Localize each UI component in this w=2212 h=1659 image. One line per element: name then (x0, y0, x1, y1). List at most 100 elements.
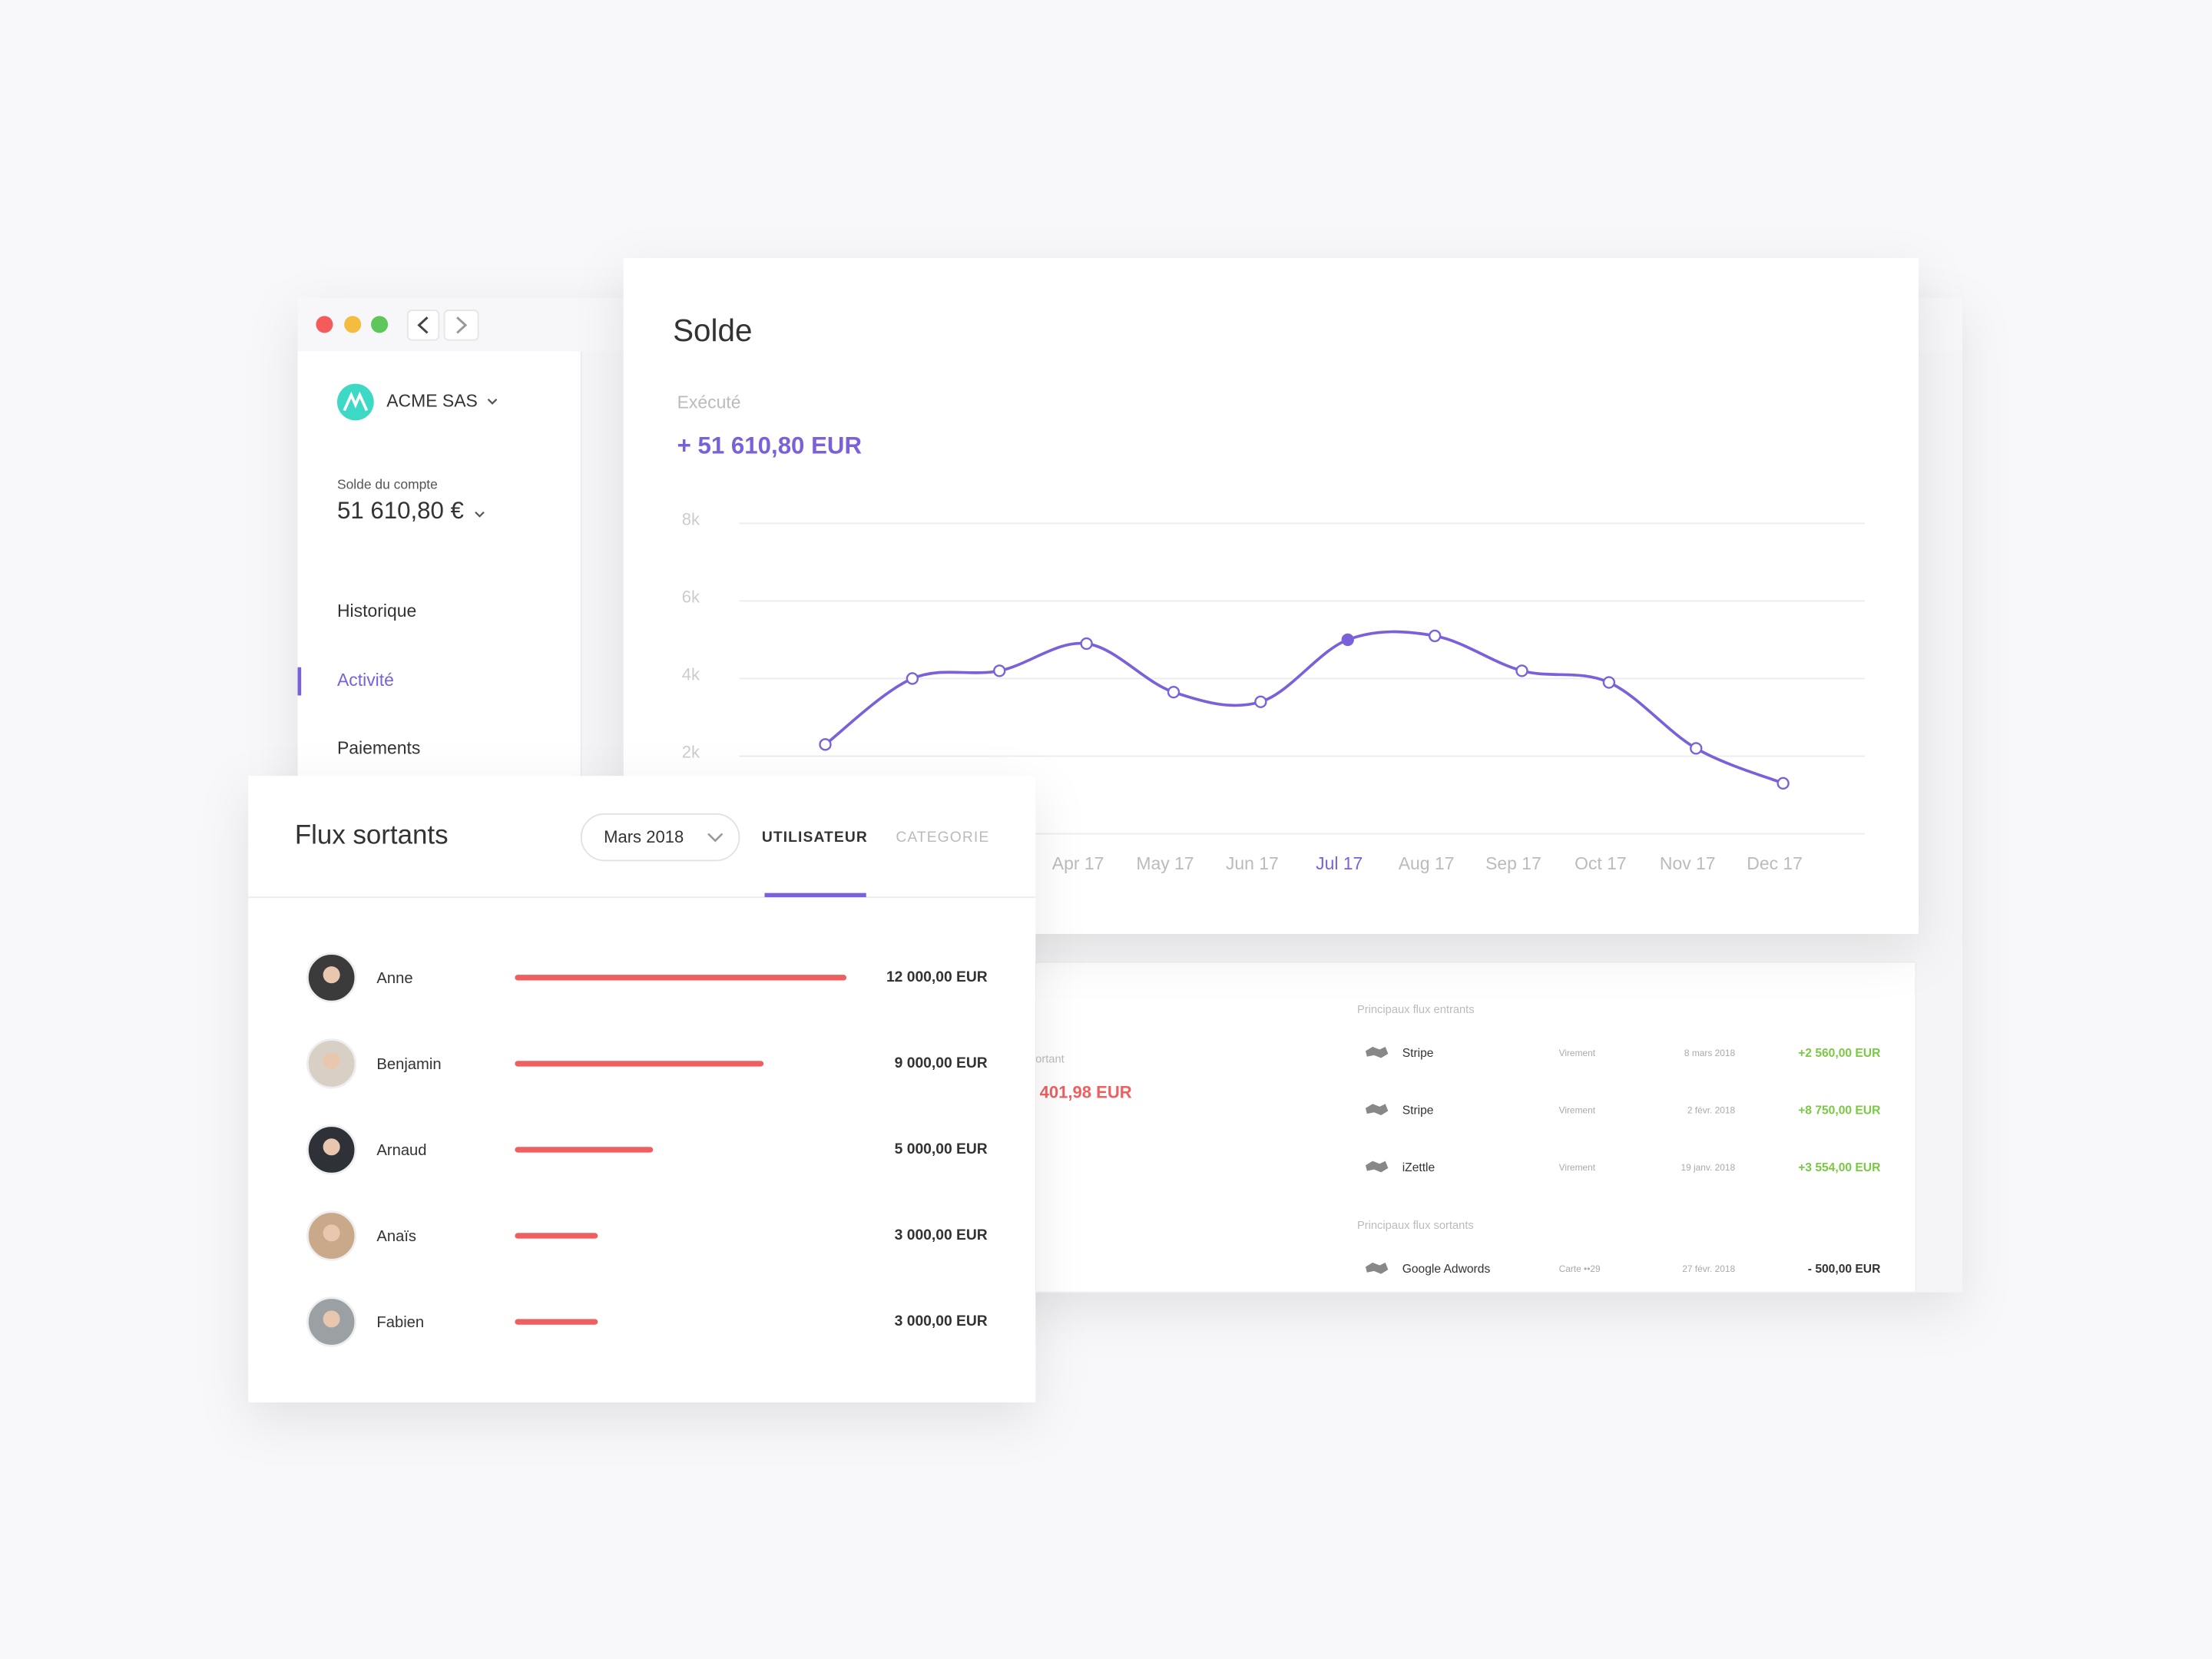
data-point[interactable] (819, 738, 832, 751)
x-tick-label: Jul 17 (1316, 853, 1363, 873)
tab[interactable]: CATEGORIE (896, 830, 989, 846)
amount-label: 12 000,00 EUR (886, 969, 988, 985)
x-tick-label: Dec 17 (1747, 853, 1803, 873)
data-point[interactable] (1428, 629, 1442, 643)
nav-item[interactable]: Activité (337, 670, 394, 690)
period-dropdown[interactable] (580, 813, 740, 862)
data-point[interactable] (1167, 685, 1181, 699)
amount-bar (515, 1061, 764, 1067)
summary-lists: Principaux flux entrants Stripe Virement 8 … (1357, 1004, 1880, 1276)
x-tick-label: May 17 (1136, 853, 1194, 873)
data-point[interactable] (1690, 742, 1703, 755)
amount-bar (515, 1319, 598, 1325)
tab[interactable]: UTILISATEUR (762, 830, 868, 846)
data-point[interactable] (1777, 777, 1790, 790)
data-point[interactable] (1602, 676, 1616, 689)
amount-label: 3 000,00 EUR (895, 1227, 988, 1243)
method: Carte ••29 (1559, 1263, 1601, 1274)
balance-label: Solde du compte (337, 476, 438, 492)
date: 27 févr. 2018 (1682, 1263, 1735, 1274)
x-tick-label: Apr 17 (1052, 853, 1104, 873)
amount: - 500,00 EUR (1808, 1263, 1881, 1276)
avatar-face (323, 1138, 340, 1156)
data-point[interactable] (1341, 633, 1354, 647)
x-tick-label: Nov 17 (1660, 853, 1716, 873)
amount-bar (515, 975, 847, 981)
avatar-face (323, 1224, 340, 1242)
date: 2 févr. 2018 (1687, 1105, 1736, 1116)
forward-icon (456, 316, 468, 334)
y-tick-label: 8k (682, 510, 700, 529)
method: Virement (1559, 1162, 1596, 1173)
user-name: Anne (376, 970, 412, 987)
summary-partial-amount: 401,98 EUR (1040, 1082, 1132, 1101)
amount: +3 554,00 EUR (1798, 1161, 1880, 1174)
card-title: Flux sortants (295, 820, 449, 849)
nav-item[interactable]: Paiements (337, 737, 420, 757)
data-point[interactable] (1080, 637, 1093, 651)
avatar-face (323, 966, 340, 984)
data-point[interactable] (906, 672, 919, 685)
period-label[interactable]: Mars 2018 (604, 827, 684, 846)
avatar-face (323, 1052, 340, 1070)
back-icon (417, 316, 429, 334)
company-name[interactable]: ACME SAS (386, 391, 478, 411)
amount-label: 3 000,00 EUR (895, 1313, 988, 1330)
data-point[interactable] (993, 664, 1006, 677)
navigation: Historique Activité Paiements (297, 601, 420, 757)
method: Virement (1559, 1105, 1596, 1116)
logo-glyph (343, 391, 369, 412)
status-label: Exécuté (677, 392, 741, 412)
amount-label: 9 000,00 EUR (895, 1055, 988, 1071)
row-icon (1365, 1161, 1389, 1173)
avatar-face (323, 1310, 340, 1328)
summary-panel (1035, 961, 1917, 1293)
close-button[interactable] (316, 316, 333, 333)
forward-button[interactable] (443, 310, 479, 341)
card-title: Solde (673, 313, 752, 348)
x-tick-label: Oct 17 (1575, 853, 1627, 873)
user-name: Benjamin (376, 1056, 441, 1073)
date: 8 mars 2018 (1684, 1048, 1736, 1058)
user-name: Arnaud (376, 1142, 426, 1159)
user-name: Anaïs (376, 1228, 416, 1245)
counterparty: Stripe (1402, 1047, 1434, 1060)
solde-card: Solde Exécuté + 51 610,80 EUR 2k 4k 6k 8k Ap… (623, 258, 1919, 934)
row-icon (1365, 1262, 1389, 1274)
balance-line (824, 630, 1784, 785)
balance-chevron[interactable] (475, 511, 485, 518)
method: Virement (1559, 1048, 1596, 1058)
x-tick-label: Aug 17 (1399, 853, 1455, 873)
maximize-button[interactable] (371, 316, 389, 333)
card-background (248, 776, 1036, 1402)
amount: +8 750,00 EUR (1798, 1104, 1880, 1118)
amount-bar (515, 1147, 654, 1153)
y-tick-label: 6k (682, 588, 700, 607)
nav-item[interactable]: Historique (337, 601, 416, 621)
amount: +2 560,00 EUR (1798, 1047, 1880, 1060)
list-title: Principaux flux entrants (1357, 1004, 1475, 1016)
tab-underline (764, 892, 866, 898)
counterparty: iZettle (1402, 1161, 1435, 1174)
list-title: Principaux flux sortants (1357, 1220, 1474, 1232)
dropdown-chevron (707, 833, 724, 843)
company-chevron[interactable] (487, 399, 498, 405)
y-tick-label: 2k (682, 743, 700, 762)
user-name: Fabien (376, 1314, 424, 1331)
row-icon (1365, 1046, 1389, 1058)
amount-label: 5 000,00 EUR (895, 1141, 988, 1157)
balance-value: 51 610,80 € (337, 497, 464, 524)
row-icon (1365, 1104, 1389, 1115)
active-indicator (297, 667, 302, 696)
amount-bar (515, 1233, 598, 1239)
back-button[interactable] (406, 310, 440, 341)
balance-amount: + 51 610,80 EUR (677, 432, 862, 459)
data-point[interactable] (1254, 695, 1267, 708)
minimize-button[interactable] (344, 316, 362, 333)
summary-partial-label: ortant (1035, 1053, 1065, 1065)
date: 19 janv. 2018 (1681, 1162, 1735, 1173)
counterparty: Stripe (1402, 1104, 1434, 1118)
x-tick-label: Sep 17 (1485, 853, 1541, 873)
data-point[interactable] (1515, 664, 1528, 677)
